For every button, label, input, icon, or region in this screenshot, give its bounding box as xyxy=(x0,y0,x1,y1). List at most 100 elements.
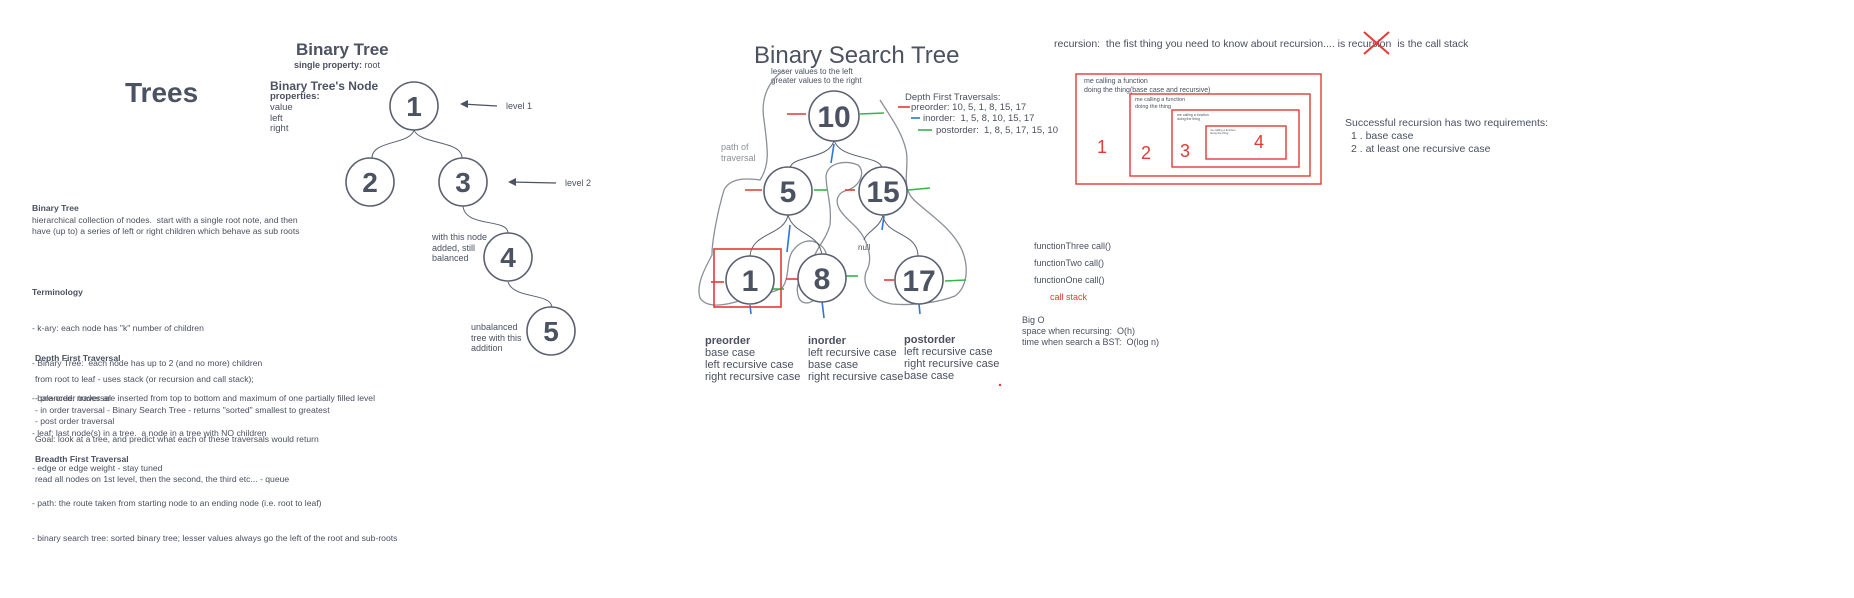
added-note-line: added, still xyxy=(432,242,476,253)
dft-heading: Depth First Traversal xyxy=(35,353,121,363)
terminology-item: - binary search tree: sorted binary tree… xyxy=(32,533,398,544)
edge-1-2 xyxy=(371,129,415,159)
preorder-line: preorder: 10, 5, 1, 8, 15, 17 xyxy=(911,102,1027,113)
inorder-tick xyxy=(786,224,791,253)
terminology-item: - edge or edge weight - stay tuned xyxy=(32,462,163,473)
box4-line: me calling a function xyxy=(1210,128,1236,132)
definition-line: hierarchical collection of nodes. start … xyxy=(32,214,298,225)
level2-arrowhead xyxy=(508,178,516,186)
bst-edge-null xyxy=(863,214,884,241)
tree-node-label: 2 xyxy=(362,167,378,198)
box-number-1: 1 xyxy=(1097,137,1108,157)
bigo-heading: Big O xyxy=(1022,315,1045,325)
tree-node: 1 xyxy=(389,81,439,131)
inorder-step: base case xyxy=(808,359,859,371)
preorder-title: preorder xyxy=(705,335,751,347)
box2-line: doing the thing xyxy=(1135,103,1172,110)
bst-dft-heading: Depth First Traversals: xyxy=(905,92,1001,103)
box4-text: me calling a function doing the thing xyxy=(1210,128,1236,136)
tree-node-label: 5 xyxy=(543,316,559,347)
level2-label: level 2 xyxy=(565,178,592,188)
bst-node: 5 xyxy=(763,166,813,216)
terminology-heading: Terminology xyxy=(32,287,83,298)
call-item: functionOne call() xyxy=(1034,275,1105,285)
recursion-intro: recursion: the fist thing you need to kn… xyxy=(1054,31,1469,55)
unbalanced-note: unbalanced tree with this addition xyxy=(471,322,522,354)
property-item: right xyxy=(270,123,289,135)
property-item: left xyxy=(270,112,283,124)
traversal-path xyxy=(698,69,967,306)
stack-frame-box xyxy=(1075,73,1322,185)
inorder-tick xyxy=(821,300,825,319)
dft-list: - pre-order traversal - in order traversa… xyxy=(35,393,330,428)
dft-intro: from root to leaf - uses stack (or recur… xyxy=(35,374,254,384)
bst-node-label: 15 xyxy=(866,176,899,209)
unbalanced-note-line: unbalanced xyxy=(471,322,518,332)
postorder-line: postorder: 1, 8, 5, 17, 15, 10 xyxy=(936,125,1058,136)
postorder-block: postorder left recursive case right recurs… xyxy=(904,334,999,382)
tree-node-label: 3 xyxy=(455,167,471,198)
bst-node: 1 xyxy=(725,255,775,305)
crossed-word: rsion xyxy=(1362,31,1391,55)
bst-edge xyxy=(789,139,835,169)
requirements-block: Successful recursion has two requirement… xyxy=(1345,117,1548,156)
postorder-step: left recursive case xyxy=(904,346,993,358)
red-cross-icon xyxy=(1362,31,1390,55)
terminology-item: - balanced: nodes are inserted from top … xyxy=(32,392,375,403)
level2-arrow xyxy=(509,181,557,184)
tree-node-label: 4 xyxy=(500,242,516,273)
box3-line: doing the thing xyxy=(1177,117,1200,122)
terminology-item: - leaf: last node(s) in a tree. a node i… xyxy=(32,427,267,438)
tree-node: 2 xyxy=(345,157,395,207)
bst-node: 15 xyxy=(858,166,908,216)
bst-edge xyxy=(787,214,823,257)
edge-4-5 xyxy=(507,281,553,309)
box2-text: me calling a function doing the thing xyxy=(1135,97,1185,110)
bst-edge xyxy=(749,214,789,257)
bst-node-label: 5 xyxy=(780,176,797,209)
goal-text: Goal: look at a tree, and predict what e… xyxy=(35,434,319,444)
unbalanced-note-line: addition xyxy=(471,343,503,353)
bst-node-label: 1 xyxy=(742,265,759,298)
bft-text: read all nodes on 1st level, then the se… xyxy=(35,474,290,484)
bst-greater: greater values to the right xyxy=(771,76,862,85)
dft-item: - post order traversal xyxy=(35,416,115,427)
box-number-4: 4 xyxy=(1254,132,1265,152)
box4-line: doing the thing xyxy=(1210,131,1229,136)
tree-node: 5 xyxy=(526,306,576,356)
recursion-intro-end: is the call stack xyxy=(1391,38,1469,50)
box-number-3: 3 xyxy=(1180,141,1191,161)
path-label: path of traversal xyxy=(721,142,756,164)
postorder-tick xyxy=(944,279,967,282)
bft-heading: Breadth First Traversal xyxy=(35,454,129,464)
preorder-block: preorder base case left recursive case righ… xyxy=(705,335,800,383)
added-note-line: balanced xyxy=(432,253,469,263)
requirement-item: 1 . base case xyxy=(1351,130,1414,142)
inorder-title: inorder xyxy=(808,335,846,347)
inorder-step: left recursive case xyxy=(808,347,897,359)
bst-title: Binary Search Tree xyxy=(754,42,960,69)
call-list: functionThree call() functionTwo call() fu… xyxy=(1034,238,1111,289)
inorder-tick xyxy=(918,303,921,315)
path-label-line: path of xyxy=(721,142,749,152)
preorder-step: base case xyxy=(705,347,756,359)
binary-tree-heading: Binary Tree xyxy=(296,40,389,59)
bst-node-label: 17 xyxy=(902,265,935,298)
box-number-2: 2 xyxy=(1141,143,1152,163)
terminology-item: - path: the route taken from starting no… xyxy=(32,498,322,509)
recursion-intro-start: recursion: the fist thing you need to kn… xyxy=(1054,38,1369,50)
stack-frame-box xyxy=(1171,109,1300,168)
call-item: functionTwo call() xyxy=(1034,258,1105,268)
node-heading: Binary Tree's Node xyxy=(270,79,379,93)
call-item: functionThree call() xyxy=(1034,241,1112,251)
box3-text: me calling a function doing the thing xyxy=(1177,113,1209,121)
inorder-block: inorder left recursive case base case right… xyxy=(808,335,903,383)
stray-dot xyxy=(998,383,1002,387)
inorder-step: right recursive case xyxy=(808,371,904,383)
trees-title: Trees xyxy=(125,77,199,108)
terminology-item: - Binary Tree: each node has up to 2 (an… xyxy=(32,357,263,368)
node-properties: properties: value left right xyxy=(270,91,320,135)
bst-edge xyxy=(833,139,883,169)
box2-line: me calling a function xyxy=(1135,97,1186,103)
